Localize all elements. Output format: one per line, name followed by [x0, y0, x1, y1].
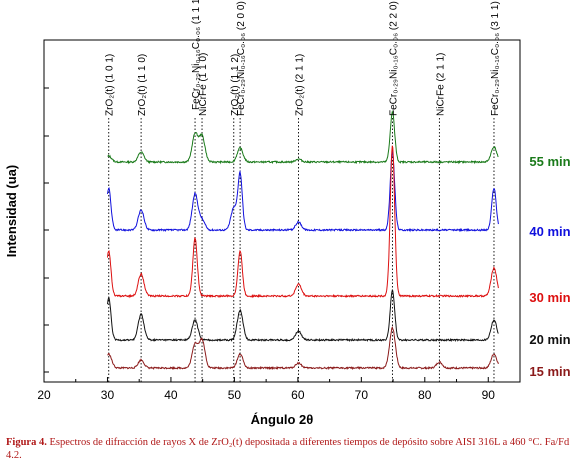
peak-label: NiCrFe (2 1 1) — [435, 53, 446, 116]
series-label: 15 min — [529, 364, 570, 379]
xrd-chart: 20 30 40 50 60 70 80 90 ZrO₂(t) (1 0 1) ZrO₂(t) … — [4, 0, 571, 427]
x-tick-label: 30 — [101, 388, 115, 402]
peak-label: NiCrFe (1 1 0) — [198, 53, 209, 116]
series-label: 40 min — [529, 224, 570, 239]
peak-label: ZrO₂(t) (1 0 1) — [105, 54, 116, 116]
series-label: 30 min — [529, 290, 570, 305]
plot-frame — [43, 39, 521, 383]
reference-lines — [108, 118, 495, 382]
series-label: 20 min — [529, 332, 570, 347]
series-trace-40-min — [107, 150, 499, 233]
series-trace-15-min — [107, 325, 499, 371]
x-tick-label: 70 — [355, 388, 369, 402]
x-axis-label: Ángulo 2θ — [251, 412, 314, 427]
figure-caption-text: Espectros de difracción de rayos X de Zr… — [6, 437, 570, 461]
x-tick-label: 80 — [418, 388, 432, 402]
peak-label: ZrO₂(t) (1 1 0) — [137, 54, 148, 116]
figure-caption: Figura 4. Espectros de difracción de ray… — [6, 436, 572, 462]
peak-label: FeCr₀.₂₉Ni₀.₁₆C₀.₀₆ (3 1 1) — [490, 1, 501, 116]
peak-label: FeCr₀.₂₉Ni₀.₁₆C₀.₀₆ (2 0 0) — [236, 1, 247, 116]
peak-label: ZrO₂(t) (1 1 2) — [230, 54, 241, 116]
peak-label: FeCr₀.₂₉Ni₀.₁₆C₀.₀₆ (2 2 0) — [388, 1, 399, 116]
y-axis-label: Intensidad (ua) — [4, 165, 19, 257]
series-trace-30-min — [107, 145, 499, 299]
y-axis — [44, 39, 49, 373]
peak-label: FeCr₀.₂₉Ni₀.₁₆C₀.₀₆ (1 1 1) — [191, 0, 202, 110]
traces — [107, 109, 499, 371]
x-tick-label: 60 — [291, 388, 305, 402]
x-tick-label: 40 — [164, 388, 178, 402]
figure-number: Figura 4. — [6, 437, 47, 448]
series-label: 55 min — [529, 154, 570, 169]
peak-labels: ZrO₂(t) (1 0 1) ZrO₂(t) (1 1 0) FeCr₀.₂₉Ni… — [105, 0, 501, 116]
peak-label: ZrO₂(t) (2 1 1) — [295, 54, 306, 116]
x-tick-label: 50 — [228, 388, 242, 402]
x-tick-label: 90 — [482, 388, 496, 402]
x-axis: 20 30 40 50 60 70 80 90 — [37, 377, 495, 402]
series-trace-55-min — [107, 109, 499, 165]
series-labels: 55 min 40 min 30 min 20 min 15 min — [529, 154, 570, 379]
series-trace-20-min — [107, 289, 499, 343]
x-tick-label: 20 — [37, 388, 51, 402]
